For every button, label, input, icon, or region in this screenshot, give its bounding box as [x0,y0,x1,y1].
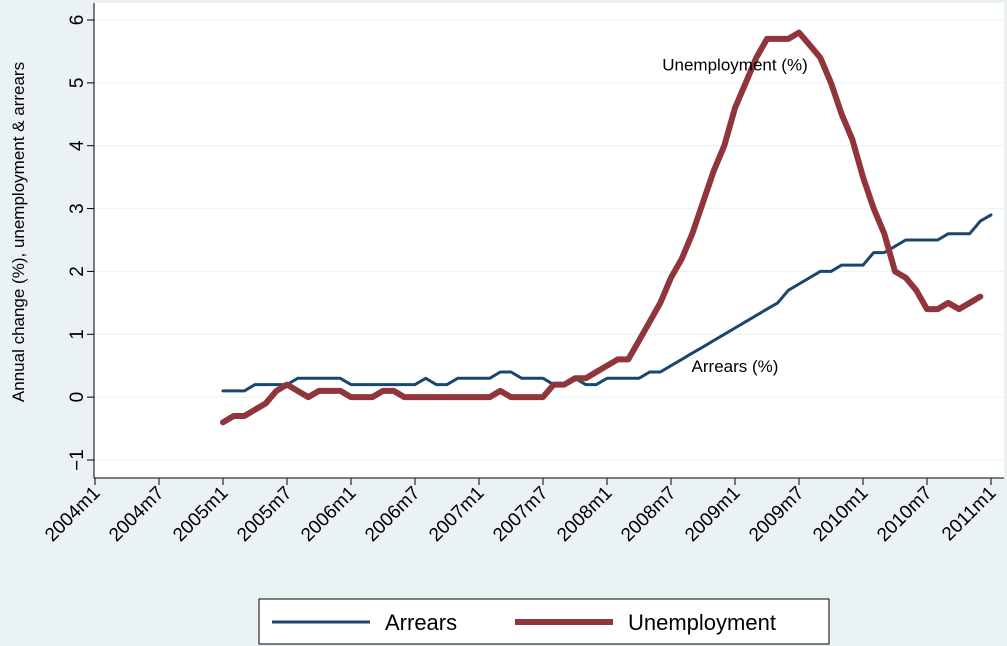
y-tick-label: 0 [67,392,88,403]
y-tick-label: −1 [67,449,88,471]
legend-label-arrears: Arrears [385,610,457,635]
gridlines [94,19,1004,461]
x-tick-label: 2004m1 [41,483,104,546]
y-tick-label: 5 [67,78,88,89]
x-tick-label: 2005m7 [233,483,296,546]
x-axis: 2004m1 2004m7 2005m1 2005m7 2006m1 2006m7 2007… [41,477,1004,546]
y-tick-label: 6 [67,15,88,26]
y-axis-label: Annual change (%), unemployment & arrear… [9,62,28,402]
y-tick-label: 2 [67,266,88,277]
x-tick-label: 2005m1 [169,483,232,546]
x-tick-label: 2007m7 [489,483,552,546]
legend-label-unemployment: Unemployment [628,610,776,635]
x-tick-label: 2011m1 [938,483,1000,545]
y-tick-label: 1 [67,329,88,340]
x-tick-label: 2008m1 [553,483,616,546]
x-tick-label: 2006m1 [297,483,360,546]
x-tick-label: 2006m7 [361,483,424,546]
x-tick-label: 2010m1 [809,483,872,546]
x-tick-label: 2010m7 [873,483,936,546]
annotation-0: Unemployment (%) [662,55,808,74]
legend: Arrears Unemployment [258,598,830,645]
series-line-unemployment [220,29,984,426]
series-group [220,29,993,426]
annotation-1: Arrears (%) [692,357,779,376]
x-tick-label: 2007m1 [425,483,488,546]
y-axis: −1 0 1 2 3 4 5 6 [67,3,95,478]
series-line-arrears [221,213,993,393]
x-tick-label: 2009m7 [745,483,808,546]
x-tick-label: 2004m7 [105,483,168,546]
x-tick-label: 2008m7 [617,483,680,546]
y-tick-label: 4 [67,140,88,151]
plot-area [94,3,1004,478]
y-tick-label: 3 [67,203,88,214]
annotations: Unemployment (%) Arrears (%) [662,55,808,376]
x-tick-label: 2009m1 [681,483,744,546]
